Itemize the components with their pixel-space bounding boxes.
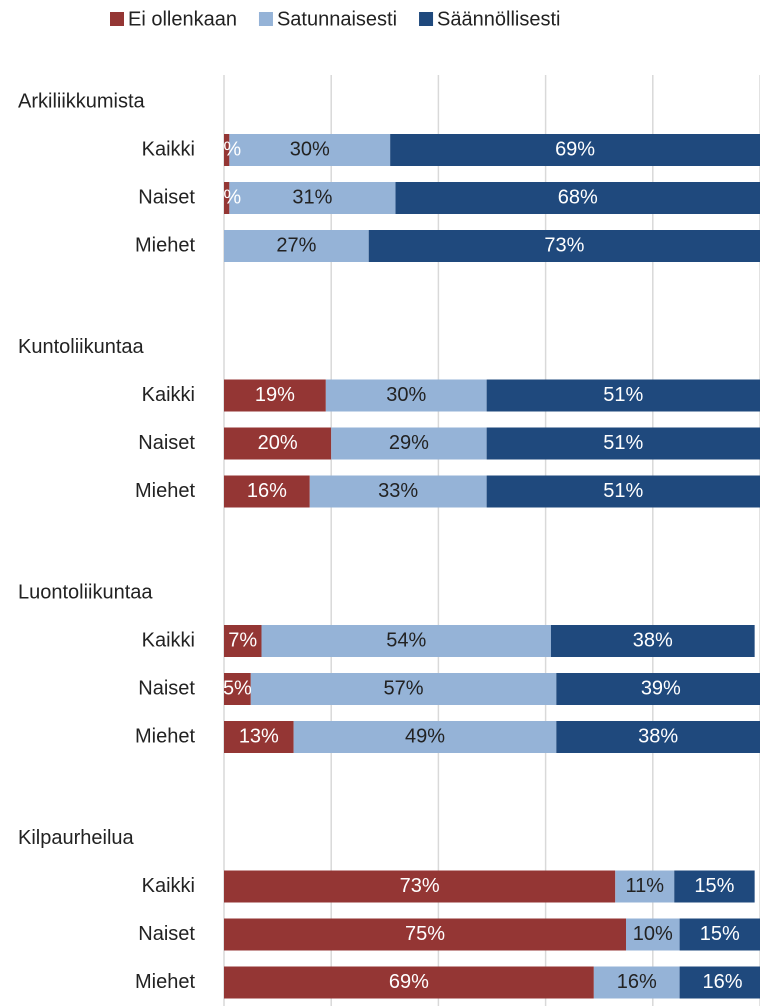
legend-swatch	[110, 12, 124, 26]
value-label: 15%	[694, 875, 734, 897]
value-label: 49%	[405, 725, 445, 747]
grid	[223, 75, 760, 1006]
value-label: 5%	[223, 677, 252, 699]
bar-segment	[224, 427, 332, 460]
bar-segment	[679, 918, 760, 951]
value-labels: 1% 30% 69% 1% 31% 68% 27% 73% 19% 30% 51% 20% 29% 51%…	[212, 138, 743, 993]
bar-segment	[224, 625, 262, 657]
bar-segment	[556, 673, 760, 705]
value-label: 69%	[555, 138, 595, 160]
y-tick-label: Miehet	[135, 971, 195, 993]
legend-label: Ei ollenkaan	[128, 8, 237, 30]
bar-segment	[224, 134, 230, 166]
bar-segment	[224, 475, 310, 508]
value-label: 13%	[239, 725, 279, 747]
y-tick-label: Naiset	[138, 186, 195, 208]
bar-segment	[486, 379, 760, 412]
value-label: 30%	[386, 384, 426, 406]
value-label: 54%	[386, 629, 426, 651]
y-tick-label: Miehet	[135, 725, 195, 747]
value-label: 68%	[558, 186, 598, 208]
legend-label: Säännöllisesti	[437, 8, 560, 30]
value-label: 75%	[405, 923, 445, 945]
group-label: Arkiliikkumista	[18, 90, 146, 112]
bar-segment	[368, 230, 760, 262]
bar-segment	[395, 182, 760, 214]
value-label: 29%	[389, 432, 429, 454]
value-label: 10%	[633, 923, 673, 945]
bar-segment	[224, 230, 369, 262]
bar-segment	[224, 673, 251, 705]
bar-segment	[550, 625, 755, 657]
bar-segment	[626, 918, 680, 951]
value-label: 38%	[633, 629, 673, 651]
value-label: 19%	[255, 384, 295, 406]
group-label: Luontoliikuntaa	[18, 581, 153, 603]
bar-segment	[250, 673, 557, 705]
value-label: 16%	[617, 971, 657, 993]
y-tick-label: Kaikki	[142, 875, 195, 897]
value-label: 51%	[603, 432, 643, 454]
value-label: 69%	[389, 971, 429, 993]
bar-segment	[229, 182, 396, 214]
bar-segment	[224, 721, 294, 753]
value-label: 1%	[212, 138, 241, 160]
value-label: 73%	[544, 234, 584, 256]
bar-segment	[224, 182, 230, 214]
y-tick-label: Kaikki	[142, 384, 195, 406]
bar-segment	[556, 721, 760, 753]
value-label: 7%	[228, 629, 257, 651]
legend-swatch	[419, 12, 434, 26]
legend: Ei ollenkaan Satunnaisesti Säännöllisesti	[110, 8, 560, 30]
bar-segment	[224, 918, 626, 951]
bar-segment	[331, 427, 487, 460]
value-label: 16%	[702, 971, 742, 993]
y-tick-label: Miehet	[135, 234, 195, 256]
bar-segment	[229, 134, 391, 166]
value-label: 33%	[378, 480, 418, 502]
bar-segment	[679, 966, 760, 999]
legend-swatch	[258, 12, 273, 26]
value-label: 30%	[290, 138, 330, 160]
bar-segment	[615, 870, 675, 903]
value-label: 20%	[258, 432, 298, 454]
bar-segment	[309, 475, 487, 508]
bar-segment	[674, 870, 755, 903]
y-tick-label: Naiset	[138, 677, 195, 699]
axis-labels: Arkiliikkumista Kuntoliikuntaa Luontoliiku…	[18, 90, 195, 993]
bar-segment	[293, 721, 557, 753]
bar-segment	[486, 427, 760, 460]
value-label: 73%	[400, 875, 440, 897]
group-label: Kuntoliikuntaa	[18, 336, 145, 358]
value-label: 1%	[212, 186, 241, 208]
bar-segment	[486, 475, 760, 508]
value-label: 51%	[603, 384, 643, 406]
group-label: Kilpaurheilua	[18, 827, 135, 849]
value-label: 51%	[603, 480, 643, 502]
y-tick-label: Naiset	[138, 923, 195, 945]
y-tick-label: Miehet	[135, 480, 195, 502]
value-label: 16%	[247, 480, 287, 502]
bar-segment	[224, 966, 594, 999]
bar-segment	[390, 134, 760, 166]
bar-segment	[224, 379, 326, 412]
value-label: 27%	[276, 234, 316, 256]
y-tick-label: Naiset	[138, 432, 195, 454]
value-label: 15%	[700, 923, 740, 945]
bar-segment	[261, 625, 551, 657]
y-tick-label: Kaikki	[142, 138, 195, 160]
value-label: 11%	[625, 875, 664, 897]
value-label: 38%	[638, 725, 678, 747]
bars	[224, 134, 760, 999]
bar-segment	[325, 379, 487, 412]
value-label: 39%	[641, 677, 681, 699]
value-label: 31%	[292, 186, 332, 208]
legend-label: Satunnaisesti	[277, 8, 397, 30]
value-label: 57%	[384, 677, 424, 699]
bar-segment	[593, 966, 680, 999]
bar-segment	[224, 870, 616, 903]
y-tick-label: Kaikki	[142, 629, 195, 651]
